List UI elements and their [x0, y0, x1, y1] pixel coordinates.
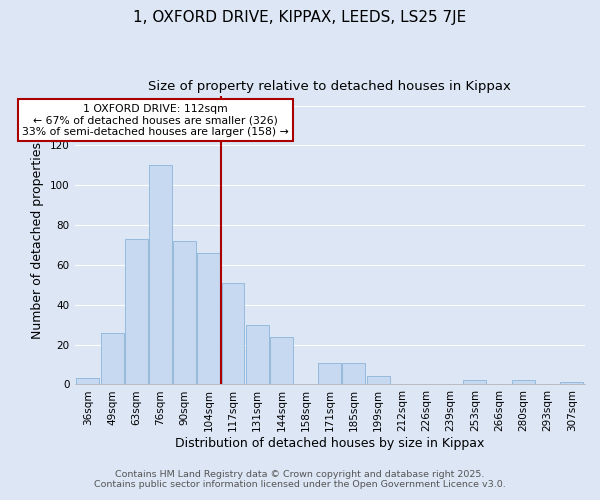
Bar	[125, 239, 148, 384]
Title: Size of property relative to detached houses in Kippax: Size of property relative to detached ho…	[148, 80, 511, 93]
Bar	[246, 324, 269, 384]
Text: 1 OXFORD DRIVE: 112sqm
← 67% of detached houses are smaller (326)
33% of semi-de: 1 OXFORD DRIVE: 112sqm ← 67% of detached…	[22, 104, 289, 136]
Y-axis label: Number of detached properties: Number of detached properties	[31, 142, 44, 338]
Bar	[463, 380, 487, 384]
Bar	[149, 166, 172, 384]
Bar	[76, 378, 100, 384]
X-axis label: Distribution of detached houses by size in Kippax: Distribution of detached houses by size …	[175, 437, 484, 450]
Bar	[270, 336, 293, 384]
Bar	[343, 362, 365, 384]
Bar	[512, 380, 535, 384]
Bar	[560, 382, 583, 384]
Bar	[173, 241, 196, 384]
Text: Contains HM Land Registry data © Crown copyright and database right 2025.
Contai: Contains HM Land Registry data © Crown c…	[94, 470, 506, 489]
Text: 1, OXFORD DRIVE, KIPPAX, LEEDS, LS25 7JE: 1, OXFORD DRIVE, KIPPAX, LEEDS, LS25 7JE	[133, 10, 467, 25]
Bar	[221, 283, 244, 384]
Bar	[197, 253, 220, 384]
Bar	[101, 332, 124, 384]
Bar	[367, 376, 389, 384]
Bar	[318, 362, 341, 384]
